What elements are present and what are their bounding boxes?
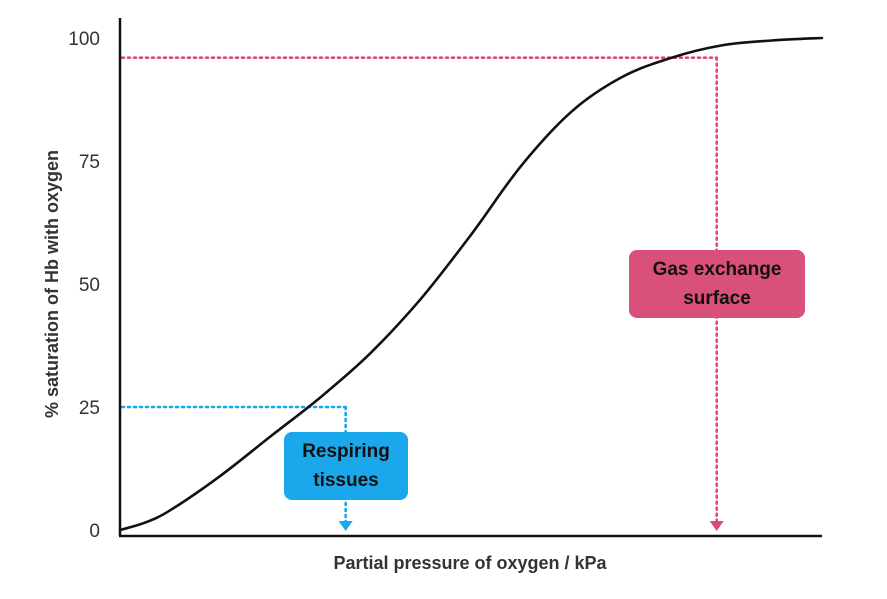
x-axis-title: Partial pressure of oxygen / kPa	[333, 553, 607, 573]
respiring-tissues-label-line-1: Respiring	[302, 441, 390, 462]
respiring-tissues-label: Respiring tissues	[284, 432, 408, 500]
respiring-tissues-arrowhead	[338, 521, 353, 531]
gas-exchange-surface-label-line-2: surface	[683, 288, 751, 309]
y-tick-label-0: 0	[89, 521, 100, 542]
y-tick-label-25: 25	[79, 398, 100, 419]
y-tick-label-50: 50	[79, 275, 100, 296]
gas-exchange-surface-label: Gas exchange surface	[629, 250, 805, 318]
series-line-saturation-curve	[118, 36, 824, 532]
gas-exchange-surface-arrowhead	[709, 521, 724, 531]
respiring-tissues-label-line-2: tissues	[313, 470, 379, 491]
y-tick-labels: 0 25 50 75 100	[68, 29, 100, 542]
y-tick-label-75: 75	[79, 152, 100, 173]
y-tick-label-100: 100	[68, 29, 100, 50]
y-axis-title: % saturation of Hb with oxygen	[42, 150, 62, 418]
gas-exchange-surface-label-line-1: Gas exchange	[652, 259, 782, 280]
axes	[118, 18, 822, 538]
